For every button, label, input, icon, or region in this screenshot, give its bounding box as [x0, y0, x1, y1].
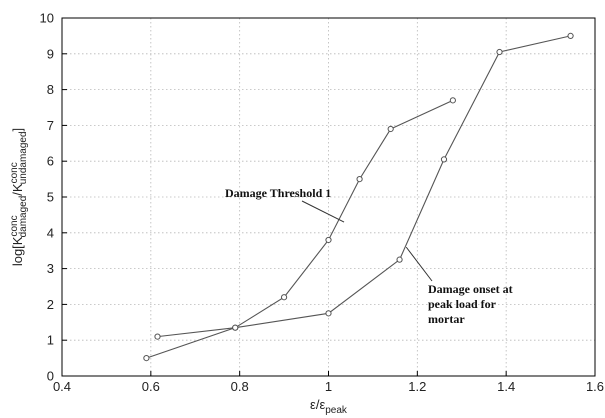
series-line-1 [146, 99, 454, 359]
x-tick-label: 1.2 [408, 379, 426, 394]
y-axis-label: log[Kconcdamaged/Kconcundamaged] [9, 128, 29, 266]
series-2-point [154, 333, 161, 340]
y-tick-label: 7 [47, 118, 54, 133]
series-1-point [143, 355, 150, 362]
y-tick-label: 5 [47, 190, 54, 205]
series-layer [143, 32, 574, 362]
annotation-leader-onset [405, 246, 433, 282]
series-1-point [449, 97, 456, 104]
series-2-point [440, 156, 448, 163]
y-tick-label: 0 [47, 369, 54, 384]
annotation-line: peak load for [428, 297, 497, 311]
x-tick-label: 1.4 [497, 379, 515, 394]
series-2-point [232, 324, 239, 331]
x-tick-label: 1.6 [586, 379, 604, 394]
x-tick-label: 0.6 [142, 379, 160, 394]
series-2-point [496, 48, 503, 56]
series-1-point [356, 176, 363, 183]
x-axis-label: ε/εpeak [310, 397, 348, 416]
annotation-leader-threshold [301, 200, 345, 223]
annotation-line: mortar [428, 312, 465, 326]
y-tick-label: 8 [47, 82, 54, 97]
y-tick-label: 2 [47, 297, 54, 312]
y-tick-label: 4 [47, 225, 54, 240]
annotation-onset: Damage onset at peak load for mortar [428, 282, 513, 326]
series-2-point [325, 310, 332, 317]
axis-ticks: 0.4 0.6 0.8 1 1.2 1.4 1.6 0 1 2 3 4 5 6 7 8 9 10 [40, 11, 605, 395]
y-tick-label: 9 [47, 46, 54, 61]
annotation-line: Damage onset at [428, 282, 513, 296]
y-tick-label: 10 [40, 11, 54, 26]
series-1-point [325, 236, 332, 244]
annotations-layer: Damage Threshold 1 Damage onset at peak lo… [225, 186, 513, 326]
y-tick-label: 3 [47, 261, 54, 276]
x-tick-label: 0.8 [231, 379, 249, 394]
series-2-point [567, 32, 574, 40]
annotation-line: Damage Threshold 1 [225, 186, 331, 200]
grid-lines [61, 17, 596, 377]
x-tick-label: 1 [325, 379, 332, 394]
x-tick-label: 0.4 [53, 379, 71, 394]
y-tick-label: 6 [47, 154, 54, 169]
annotation-threshold: Damage Threshold 1 [225, 186, 331, 200]
series-1-point [387, 125, 394, 133]
y-tick-label: 1 [47, 333, 54, 348]
series-2-point [396, 256, 403, 263]
series-1-point [280, 294, 288, 301]
